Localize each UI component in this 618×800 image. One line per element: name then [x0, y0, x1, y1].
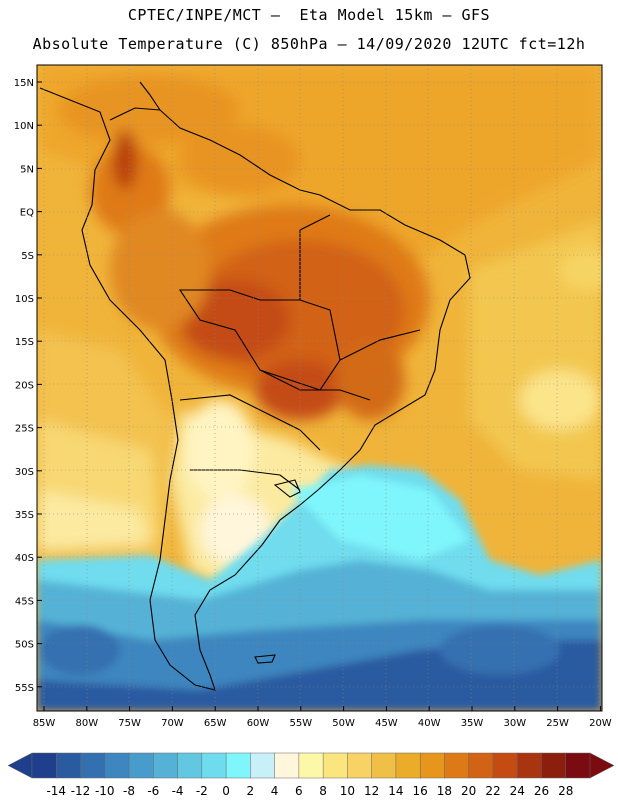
colorbar-label: -14 — [46, 784, 66, 798]
colorbar-swatch — [225, 752, 251, 779]
lon-label: 30W — [503, 718, 526, 729]
latitude-labels: 15N 10N 5N EQ 5S 10S 15S 20S 25S 30S 35S 40S 45S 50S 5… — [14, 78, 42, 694]
colorbar-swatch — [468, 752, 494, 779]
colorbar-swatch — [104, 752, 130, 779]
lon-label: 75W — [118, 718, 141, 729]
lat-label: 10S — [15, 294, 34, 305]
colorbar-swatch — [298, 752, 324, 779]
colorbar-swatch — [201, 752, 227, 779]
map-title-line1: CPTEC/INPE/MCT – Eta Model 15km – GFS — [127, 6, 491, 24]
lon-label: 45W — [375, 718, 398, 729]
coastlines — [39, 81, 471, 691]
map-title-line2: Absolute Temperature (C) 850hPa – 14/09/… — [32, 35, 586, 53]
colorbar-label: 10 — [340, 784, 355, 798]
lon-label: 40W — [418, 718, 441, 729]
lon-label: 65W — [204, 718, 227, 729]
lat-label: 20S — [15, 380, 34, 391]
colorbar-swatch — [322, 752, 348, 779]
colorbar-swatch — [492, 752, 518, 779]
colorbar-label: 12 — [364, 784, 379, 798]
colorbar-label: 14 — [388, 784, 403, 798]
colorbar-swatch — [347, 752, 373, 779]
lat-label: 40S — [15, 553, 34, 564]
colorbar-arrow-right — [589, 752, 615, 779]
lat-label: 15S — [15, 337, 34, 348]
colorbar-label: -4 — [172, 784, 184, 798]
lat-label: 10N — [14, 121, 34, 132]
colorbar-label: 16 — [413, 784, 428, 798]
colorbar-swatch — [565, 752, 591, 779]
colorbar-label: 24 — [510, 784, 525, 798]
colorbar-label: 28 — [558, 784, 573, 798]
colorbar-swatch — [177, 752, 203, 779]
colorbar-label: -10 — [95, 784, 115, 798]
lon-label: 20W — [589, 718, 612, 729]
colorbar-swatch — [395, 752, 421, 779]
lat-label: 55S — [15, 683, 34, 694]
colorbar: -14 -12 -10 -8 -6 -4 -2 0 2 4 6 8 10 12 14 16 18 20 22 24 26… — [7, 752, 615, 798]
lon-label: 55W — [289, 718, 312, 729]
map-border — [36, 64, 603, 712]
lat-label: EQ — [20, 208, 34, 219]
colorbar-label: -6 — [147, 784, 159, 798]
lat-label: 50S — [15, 640, 34, 651]
colorbar-swatch — [419, 752, 445, 779]
lon-label: 70W — [161, 718, 184, 729]
colorbar-swatch — [80, 752, 106, 779]
lat-label: 15N — [14, 78, 34, 89]
colorbar-swatch — [541, 752, 567, 779]
colorbar-arrow-left — [7, 752, 33, 779]
colorbar-swatch — [153, 752, 179, 779]
colorbar-label: 8 — [319, 784, 327, 798]
colorbar-swatch — [274, 752, 300, 779]
colorbar-swatch — [56, 752, 82, 779]
colorbar-label: -8 — [123, 784, 135, 798]
lat-label: 45S — [15, 596, 34, 607]
lat-label: 25S — [15, 424, 34, 435]
lon-label: 50W — [332, 718, 355, 729]
lon-label: 35W — [461, 718, 484, 729]
colorbar-label: -12 — [71, 784, 91, 798]
colorbar-swatch — [516, 752, 543, 779]
colorbar-swatch — [31, 752, 57, 779]
colorbar-label: 18 — [437, 784, 452, 798]
colorbar-label: 0 — [222, 784, 230, 798]
lon-label: 60W — [247, 718, 270, 729]
colorbar-label: -2 — [196, 784, 208, 798]
longitude-labels: 85W 80W 75W 70W 65W 60W 55W 50W 45W 40W 35W 30W 25W 2… — [33, 706, 612, 729]
colorbar-label: 26 — [534, 784, 549, 798]
colorbar-swatch — [250, 752, 276, 779]
colorbar-label: 2 — [247, 784, 255, 798]
lat-label: 30S — [15, 467, 34, 478]
colorbar-label: 6 — [295, 784, 303, 798]
colorbar-label: 4 — [271, 784, 279, 798]
colorbar-label: 20 — [461, 784, 476, 798]
colorbar-swatch — [371, 752, 397, 779]
lat-label: 35S — [15, 510, 34, 521]
lon-label: 85W — [33, 718, 56, 729]
lat-label: 5S — [21, 251, 34, 262]
colorbar-swatch — [444, 752, 470, 779]
lat-label: 5N — [20, 164, 34, 175]
lon-label: 80W — [75, 718, 98, 729]
temperature-field — [37, 65, 602, 711]
colorbar-swatch — [128, 752, 154, 779]
lon-label: 25W — [546, 718, 569, 729]
colorbar-label: 22 — [485, 784, 500, 798]
